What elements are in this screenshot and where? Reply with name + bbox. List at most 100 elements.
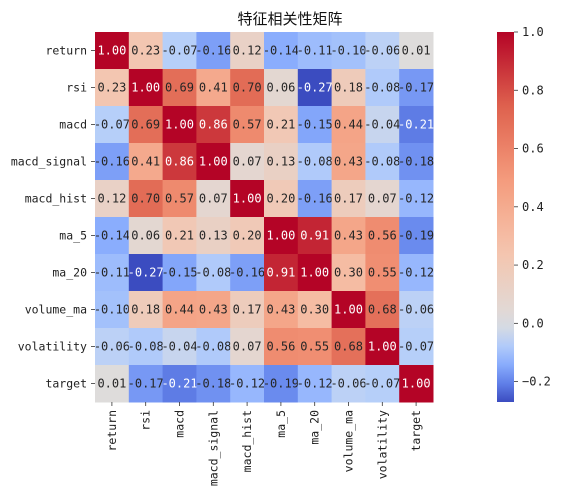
cell-value-label: -0.27 — [128, 266, 164, 280]
colorbar-gradient — [497, 32, 514, 402]
cell-value-label: 0.44 — [165, 303, 194, 317]
cell-value-label: 0.01 — [97, 377, 126, 391]
heatmap-cell — [331, 106, 366, 144]
cell-value-label: -0.08 — [195, 340, 231, 354]
heatmap-cell — [331, 328, 366, 366]
cell-value-label: 0.30 — [334, 266, 363, 280]
heatmap-cell — [365, 143, 400, 181]
heatmap-cell — [399, 69, 434, 107]
cell-value-label: 0.43 — [199, 303, 228, 317]
heatmap-cell — [162, 328, 197, 366]
heatmap-cell — [230, 328, 265, 366]
cell-value-label: -0.07 — [364, 377, 400, 391]
cell-value-label: 1.00 — [300, 266, 329, 280]
heatmap-cell — [196, 254, 231, 292]
column-tick-label: return — [105, 410, 119, 452]
heatmap-cell — [230, 217, 265, 255]
cell-value-label: 0.43 — [334, 155, 363, 169]
cell-value-label: -0.10 — [94, 303, 130, 317]
cell-value-label: 0.20 — [233, 229, 262, 243]
heatmap-cell — [95, 32, 130, 70]
cell-value-label: -0.11 — [297, 44, 333, 58]
cell-value-label: 0.70 — [131, 192, 160, 206]
heatmap-cell — [331, 32, 366, 70]
cell-value-label: 0.68 — [334, 340, 363, 354]
row-tick-label: target — [45, 377, 87, 391]
heatmap-cell — [196, 69, 231, 107]
heatmap-cell — [196, 180, 231, 218]
heatmap-cell — [230, 254, 265, 292]
heatmap-cell — [297, 69, 333, 107]
heatmap-cell — [264, 143, 299, 181]
cell-value-label: -0.08 — [128, 340, 164, 354]
cell-value-label: 0.23 — [97, 81, 126, 95]
cell-value-label: -0.16 — [229, 266, 265, 280]
cell-value-label: 0.20 — [266, 192, 295, 206]
heatmap-cell — [162, 365, 197, 403]
heatmap-cell — [331, 217, 366, 255]
heatmap-cell — [230, 32, 265, 70]
heatmap-cell — [264, 254, 299, 292]
heatmap-cell — [399, 143, 434, 181]
cell-value-label: 0.41 — [199, 81, 228, 95]
cell-value-label: 0.18 — [131, 303, 160, 317]
heatmap-cell — [297, 217, 333, 255]
heatmap-cell — [264, 32, 299, 70]
colorbar-tick-label: −0.2 — [522, 375, 551, 389]
heatmap-cell — [399, 254, 434, 292]
cell-value-label: -0.06 — [364, 44, 400, 58]
column-tick-labels: return rsi macd macd_signal macd_hist ma_5 ma_… — [105, 402, 423, 486]
cell-value-label: -0.12 — [229, 377, 265, 391]
heatmap-cell — [264, 291, 299, 329]
cell-value-label: -0.19 — [263, 377, 299, 391]
heatmap-cell — [162, 217, 197, 255]
heatmap-cell — [297, 328, 333, 366]
cell-value-label: -0.15 — [161, 266, 197, 280]
heatmap-cell — [95, 365, 130, 403]
cell-value-label: -0.07 — [94, 118, 130, 132]
cell-value-label: 0.57 — [165, 192, 194, 206]
heatmap-cell — [297, 254, 333, 292]
row-tick-label: volatility — [18, 340, 87, 354]
cell-value-label: 0.17 — [334, 192, 363, 206]
cell-value-label: 0.44 — [334, 118, 363, 132]
cell-value-label: 0.07 — [233, 340, 262, 354]
heatmap-cell — [128, 328, 164, 366]
column-tick-label: volume_ma — [342, 410, 356, 472]
heatmap-cell — [162, 143, 197, 181]
column-tick-label: target — [409, 410, 423, 452]
heatmap-cell — [95, 143, 130, 181]
cell-value-label: 0.43 — [266, 303, 295, 317]
cell-value-label: 1.00 — [199, 155, 228, 169]
cell-value-label: -0.12 — [398, 192, 434, 206]
heatmap-cell — [230, 291, 265, 329]
cell-value-label: -0.07 — [161, 44, 197, 58]
cell-value-label: -0.14 — [94, 229, 130, 243]
cell-value-label: 0.13 — [266, 155, 295, 169]
cell-value-label: -0.18 — [195, 377, 231, 391]
colorbar-tick-label: 0.6 — [522, 142, 544, 156]
heatmap-cell — [162, 32, 197, 70]
heatmap-cell — [264, 217, 299, 255]
cell-value-label: 1.00 — [97, 44, 126, 58]
heatmap-cell — [95, 328, 130, 366]
cell-value-label: 0.07 — [199, 192, 228, 206]
colorbar-tick-label: 0.2 — [522, 258, 544, 272]
heatmap-cell — [399, 106, 434, 144]
cell-value-label: -0.06 — [398, 303, 434, 317]
row-tick-label: rsi — [66, 81, 87, 95]
cell-value-label: 0.07 — [233, 155, 262, 169]
cell-value-label: -0.21 — [161, 377, 197, 391]
column-tick-label: ma_20 — [308, 410, 322, 445]
cell-value-label: 0.21 — [165, 229, 194, 243]
heatmap-cell — [128, 180, 164, 218]
heatmap-cell — [297, 291, 333, 329]
cell-value-label: -0.06 — [330, 377, 366, 391]
heatmap-cell — [162, 106, 197, 144]
cell-value-label: 0.30 — [300, 303, 329, 317]
cell-value-label: 0.68 — [368, 303, 397, 317]
heatmap-cell — [331, 291, 366, 329]
heatmap-cell — [95, 180, 130, 218]
heatmap-cell — [196, 328, 231, 366]
cell-value-label: -0.08 — [364, 81, 400, 95]
